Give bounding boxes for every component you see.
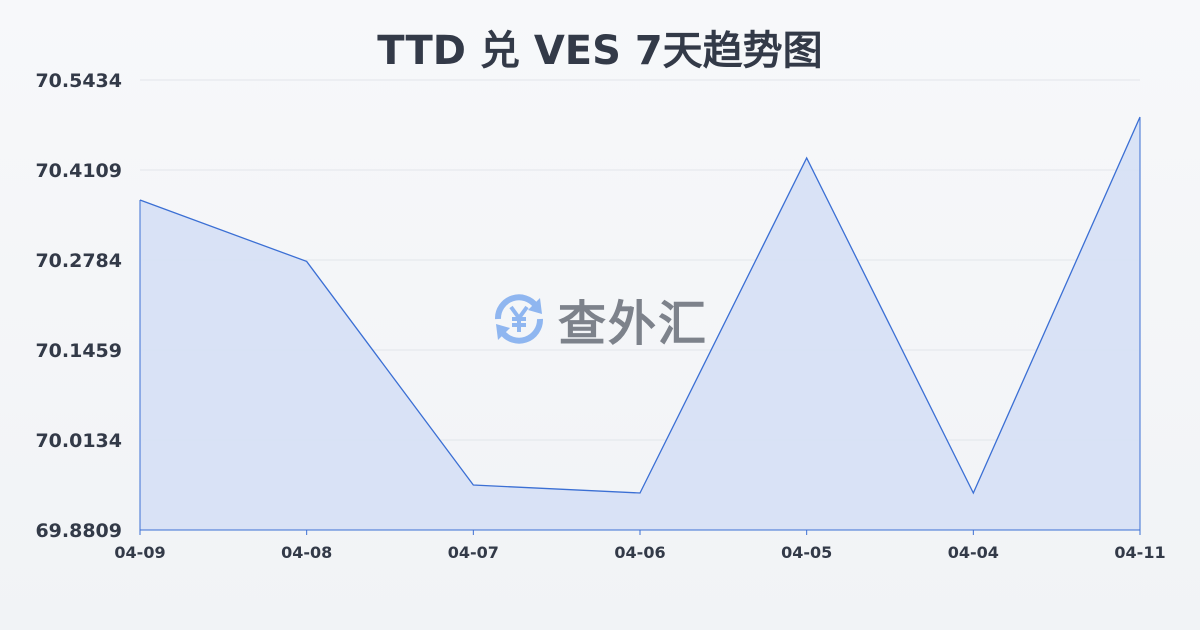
y-tick-label: 70.2784 xyxy=(35,250,122,272)
x-tick-label: 04-11 xyxy=(1114,543,1165,562)
y-tick-label: 70.0134 xyxy=(35,430,122,452)
y-tick-label: 70.4109 xyxy=(35,160,122,182)
x-tick-label: 04-09 xyxy=(114,543,165,562)
x-tick-label: 04-06 xyxy=(614,543,665,562)
x-tick-label: 04-05 xyxy=(781,543,832,562)
x-tick-label: 04-08 xyxy=(281,543,332,562)
y-tick-label: 70.1459 xyxy=(35,340,122,362)
watermark: 查外汇 xyxy=(488,284,708,354)
watermark-text: 查外汇 xyxy=(558,296,709,352)
chart-title: TTD 兑 VES 7天趋势图 xyxy=(377,28,823,74)
y-tick-label: 70.5434 xyxy=(35,70,122,92)
yen-exchange-icon xyxy=(494,294,544,344)
x-tick-label: 04-07 xyxy=(448,543,499,562)
y-tick-label: 69.8809 xyxy=(35,520,122,542)
x-tick-label: 04-04 xyxy=(948,543,999,562)
area-fill xyxy=(140,117,1140,531)
